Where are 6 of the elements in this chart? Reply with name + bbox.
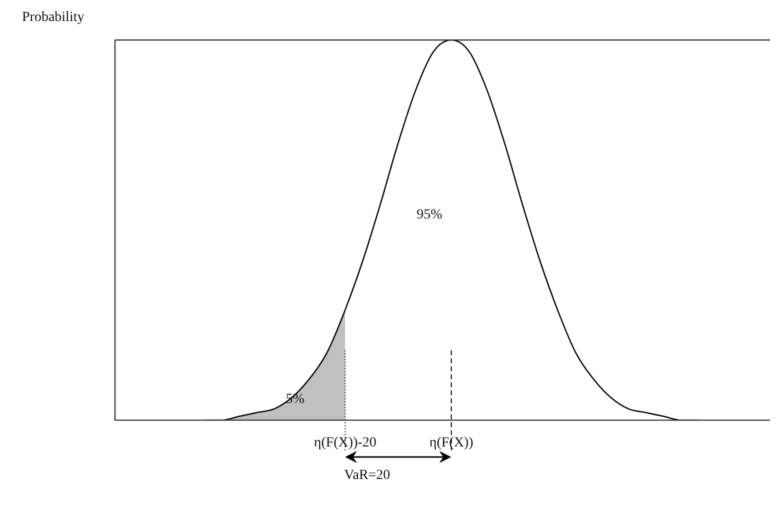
x-tick-label: η(F(X)) [429,435,474,450]
x-tick-label: η(F(X))-20 [314,435,376,450]
text: VaR=20 [344,468,390,483]
annotation: 95% [416,208,443,223]
annotation: 5% [286,392,305,407]
y-axis-title: Probability [22,10,84,26]
